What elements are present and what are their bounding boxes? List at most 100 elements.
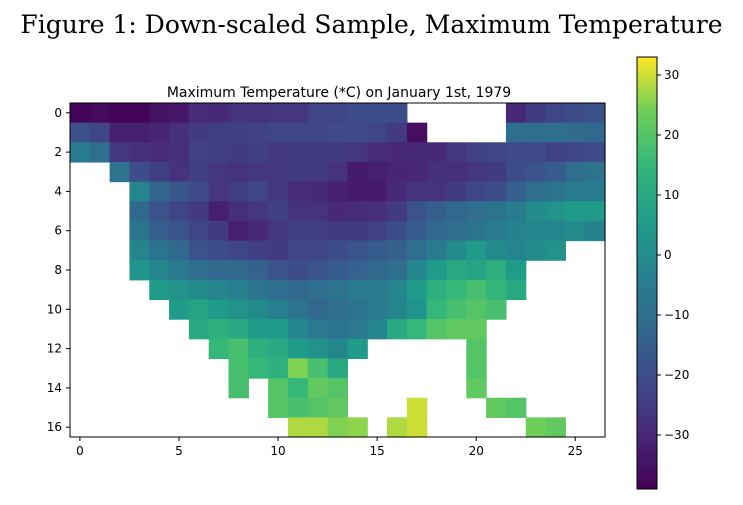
heatmap-cell [307, 142, 329, 163]
heatmap-cell [387, 220, 408, 242]
heatmap-cell [248, 201, 269, 222]
heatmap-cell [169, 220, 190, 242]
x-tick-label: 25 [568, 444, 583, 458]
heatmap-cell [525, 103, 547, 124]
heatmap-cell [545, 181, 566, 202]
heatmap-cell [327, 260, 348, 281]
heatmap-cell [149, 161, 170, 183]
heatmap-cell [367, 279, 388, 301]
heatmap-cell [387, 142, 408, 163]
heatmap-cell [268, 397, 289, 418]
heatmap-cell [307, 299, 329, 320]
heatmap-cell [169, 161, 190, 183]
y-tick-label: 14 [47, 381, 62, 395]
heatmap-cell [129, 161, 150, 183]
heatmap-cell [149, 142, 170, 163]
heatmap-cell [228, 161, 249, 183]
heatmap-cell [585, 122, 606, 143]
heatmap-cell [188, 201, 210, 222]
heatmap-cell [585, 103, 606, 124]
heatmap-cell [188, 240, 210, 261]
heatmap-cell [466, 279, 487, 301]
heatmap-cell [248, 181, 269, 202]
heatmap-cell [268, 319, 289, 340]
heatmap-cell [89, 142, 111, 163]
heatmap-cell [525, 220, 547, 242]
heatmap-cell [248, 338, 269, 360]
heatmap-cell [466, 220, 487, 242]
heatmap-cell [486, 201, 507, 222]
heatmap-cell [347, 201, 368, 222]
heatmap-cell [387, 319, 408, 340]
heatmap-cell [208, 161, 230, 183]
heatmap-cell [109, 103, 131, 124]
heatmap-cell [505, 122, 527, 143]
heatmap-cell [565, 142, 586, 163]
heatmap-cell [268, 279, 289, 301]
heatmap-cell [287, 122, 309, 143]
heatmap-cell [268, 358, 289, 379]
heatmap-cell [446, 279, 467, 301]
heatmap-cell [446, 161, 467, 183]
heatmap-cell [248, 161, 269, 183]
heatmap-cell [248, 122, 269, 143]
heatmap-cell [188, 279, 210, 301]
heatmap-cell [268, 260, 289, 281]
heatmap-cell [347, 260, 368, 281]
heatmap-cell [426, 240, 448, 261]
heatmap-cell [367, 299, 388, 320]
heatmap-cell [426, 319, 448, 340]
heatmap-cell [367, 181, 388, 202]
heatmap-cell [169, 103, 190, 124]
colorbar-tick-label: 10 [664, 188, 679, 202]
heatmap-cell [268, 299, 289, 320]
heatmap-cell [149, 122, 170, 143]
heatmap-cell [446, 299, 467, 320]
heatmap-cell [387, 181, 408, 202]
heatmap-cell [565, 181, 586, 202]
heatmap-cell [149, 260, 170, 281]
heatmap-cell [327, 240, 348, 261]
heatmap-cell [307, 161, 329, 183]
heatmap-cell [169, 299, 190, 320]
heatmap-cell [268, 103, 289, 124]
heatmap-cell [387, 103, 408, 124]
heatmap-cell [248, 279, 269, 301]
y-tick-label: 0 [54, 106, 62, 120]
heatmap-cell [387, 417, 408, 438]
heatmap-cell [327, 220, 348, 242]
heatmap-cell [70, 142, 91, 163]
heatmap-cell [307, 279, 329, 301]
heatmap-cell [228, 181, 249, 202]
heatmap-cell [307, 181, 329, 202]
heatmap-cell [565, 201, 586, 222]
heatmap-cell [585, 220, 606, 242]
heatmap-cell [426, 299, 448, 320]
y-tick-label: 12 [47, 342, 62, 356]
heatmap-cell [505, 161, 527, 183]
heatmap-cell [367, 103, 388, 124]
heatmap-cell [505, 103, 527, 124]
heatmap-cell [327, 378, 348, 399]
heatmap-cell [406, 220, 428, 242]
heatmap-cell [109, 161, 131, 183]
heatmap-cell [228, 358, 249, 379]
heatmap-cell [486, 260, 507, 281]
heatmap-cell [327, 181, 348, 202]
heatmap-cell [367, 142, 388, 163]
heatmap-cell [287, 338, 309, 360]
heatmap-cell [466, 378, 487, 399]
heatmap-cell [406, 181, 428, 202]
heatmap-cell [367, 161, 388, 183]
heatmap-cell [228, 220, 249, 242]
y-tick-label: 16 [47, 420, 62, 434]
heatmap-cell [188, 319, 210, 340]
heatmap-cell [585, 161, 606, 183]
chart-title: Maximum Temperature (*C) on January 1st,… [167, 85, 511, 101]
heatmap-cell [367, 260, 388, 281]
heatmap-cell [525, 161, 547, 183]
heatmap-cell [505, 201, 527, 222]
heatmap-cell [169, 260, 190, 281]
x-tick-label: 5 [175, 444, 183, 458]
heatmap-cell [367, 122, 388, 143]
